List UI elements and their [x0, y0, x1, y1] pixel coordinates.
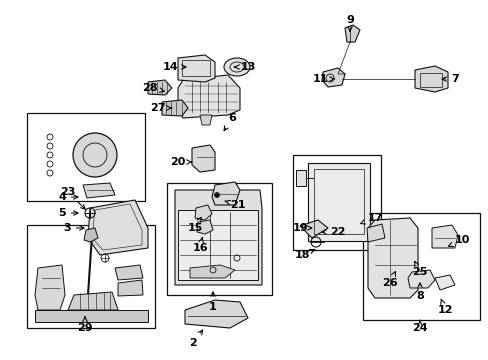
Polygon shape [35, 265, 65, 310]
Polygon shape [195, 205, 212, 220]
Circle shape [73, 133, 117, 177]
Polygon shape [431, 225, 457, 248]
Text: 17: 17 [360, 213, 382, 224]
Polygon shape [35, 310, 148, 322]
Polygon shape [175, 190, 262, 285]
Bar [27, 225, 155, 328]
Polygon shape [434, 275, 454, 290]
Circle shape [214, 193, 219, 198]
Text: 2: 2 [189, 330, 202, 348]
Text: 18: 18 [294, 249, 314, 260]
Text: 1: 1 [209, 292, 217, 312]
Polygon shape [407, 270, 434, 288]
Text: 14: 14 [162, 62, 185, 72]
Text: 11: 11 [312, 74, 333, 84]
Polygon shape [184, 300, 247, 328]
Text: 4: 4 [58, 192, 78, 202]
Polygon shape [414, 66, 447, 92]
Text: 26: 26 [382, 271, 397, 288]
Polygon shape [148, 80, 172, 95]
Ellipse shape [224, 58, 249, 76]
Polygon shape [115, 265, 142, 280]
Polygon shape [68, 292, 118, 310]
Text: 7: 7 [441, 74, 458, 84]
Polygon shape [321, 68, 345, 87]
Text: 3: 3 [63, 223, 84, 233]
Polygon shape [299, 220, 327, 238]
Bar [292, 155, 380, 250]
Polygon shape [366, 224, 384, 242]
Polygon shape [84, 228, 98, 242]
Text: 19: 19 [292, 223, 311, 233]
Text: 28: 28 [142, 83, 164, 93]
Bar [307, 163, 369, 241]
Text: 25: 25 [411, 261, 427, 277]
Text: 23: 23 [60, 187, 85, 209]
Bar [295, 170, 305, 186]
Text: 22: 22 [321, 227, 345, 237]
Polygon shape [178, 210, 258, 280]
Bar [313, 169, 363, 234]
Polygon shape [162, 100, 187, 116]
Polygon shape [118, 280, 142, 296]
Bar [27, 113, 145, 201]
Text: 29: 29 [77, 317, 93, 333]
Polygon shape [212, 182, 240, 205]
Text: 6: 6 [224, 113, 235, 131]
Polygon shape [178, 55, 215, 82]
Polygon shape [83, 183, 115, 198]
Text: 8: 8 [415, 283, 423, 301]
Text: 5: 5 [58, 208, 78, 218]
Text: 24: 24 [411, 320, 427, 333]
Text: 13: 13 [234, 62, 255, 72]
Polygon shape [200, 115, 212, 125]
Polygon shape [197, 220, 213, 234]
Text: 20: 20 [170, 157, 191, 167]
Polygon shape [178, 75, 240, 118]
Text: 27: 27 [150, 103, 171, 113]
Bar [167, 183, 271, 295]
Polygon shape [190, 265, 235, 278]
Polygon shape [367, 218, 417, 298]
Text: 12: 12 [436, 300, 452, 315]
Text: 9: 9 [346, 15, 353, 31]
Text: 16: 16 [192, 237, 207, 253]
Bar [182, 60, 209, 76]
Text: 10: 10 [447, 235, 469, 247]
Polygon shape [345, 25, 359, 42]
Text: 21: 21 [224, 200, 245, 210]
Polygon shape [192, 145, 215, 172]
Bar [419, 73, 441, 87]
Text: 15: 15 [187, 217, 202, 233]
Bar [362, 213, 479, 320]
Polygon shape [88, 200, 148, 255]
